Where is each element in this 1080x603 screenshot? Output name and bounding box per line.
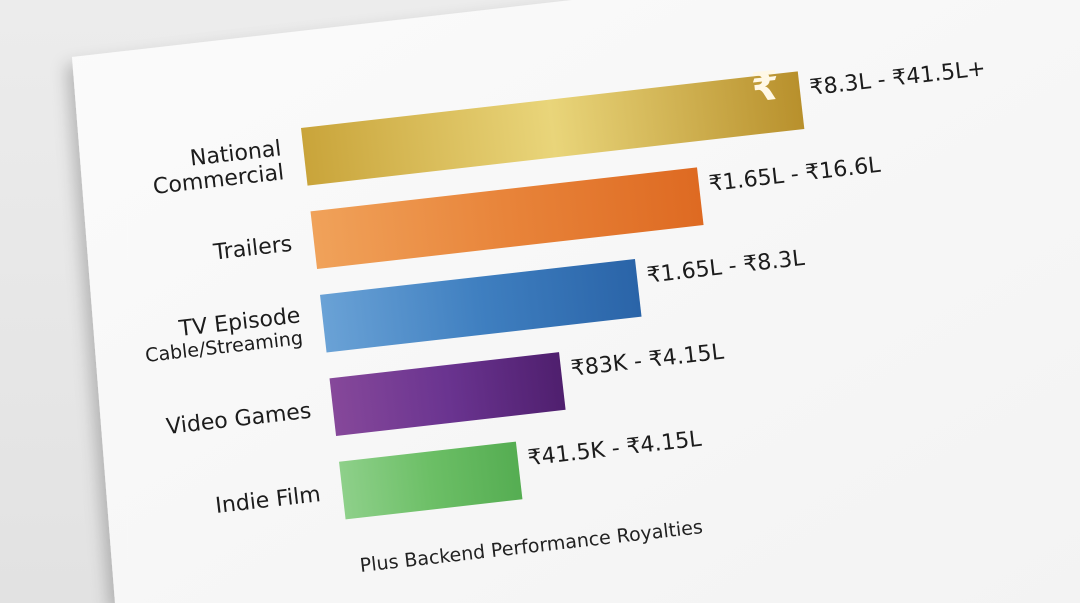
bar-4 <box>339 441 523 520</box>
rupee-icon: ₹ <box>749 63 782 112</box>
bar-2 <box>320 258 642 353</box>
bar-0 <box>300 71 805 186</box>
bar-1 <box>310 167 704 270</box>
bar-3 <box>329 352 566 436</box>
